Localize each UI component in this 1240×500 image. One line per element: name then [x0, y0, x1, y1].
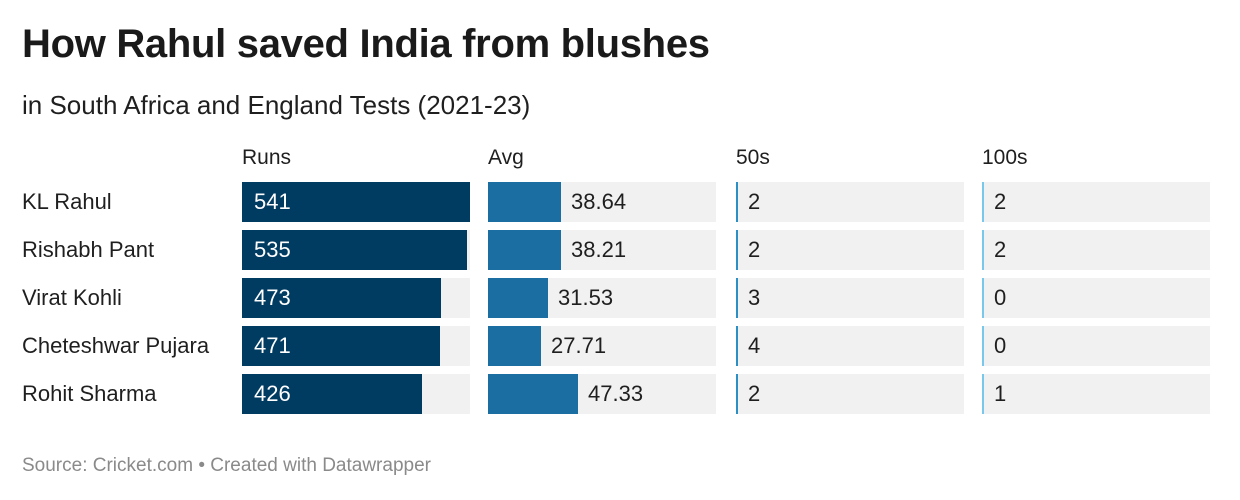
cell-hundreds: 2 [982, 182, 1210, 222]
cell-hundreds: 0 [982, 278, 1210, 318]
bar-fifties [736, 230, 738, 270]
value-label-runs: 541 [254, 189, 291, 214]
bar-runs [242, 374, 422, 414]
value-label-runs: 473 [254, 285, 291, 310]
value-label-hundreds: 2 [994, 189, 1007, 214]
cell-fifties: 2 [736, 182, 964, 222]
cell-hundreds: 1 [982, 374, 1210, 414]
bar-fifties [736, 182, 738, 222]
value-label-fifties: 2 [748, 237, 761, 262]
row-label-player: Rishabh Pant [22, 237, 155, 262]
value-label-runs: 535 [254, 237, 291, 262]
bar-avg [488, 278, 548, 318]
cell-hundreds: 0 [982, 326, 1210, 366]
value-label-runs: 471 [254, 333, 291, 358]
cell-runs: 471 [242, 326, 470, 366]
bar-runs [242, 326, 440, 366]
row-label-player: Cheteshwar Pujara [22, 333, 210, 358]
cell-avg: 27.71 [488, 326, 716, 366]
cell-runs: 473 [242, 278, 470, 318]
value-label-avg: 38.64 [571, 189, 627, 214]
value-label-avg: 27.71 [551, 333, 607, 358]
value-label-avg: 31.53 [558, 285, 614, 310]
bar-runs [242, 278, 441, 318]
cell-avg: 38.21 [488, 230, 716, 270]
bar-avg [488, 230, 561, 270]
cell-avg: 31.53 [488, 278, 716, 318]
cell-fifties: 2 [736, 230, 964, 270]
cell-runs: 541 [242, 182, 470, 222]
value-label-fifties: 4 [748, 333, 761, 358]
value-label-fifties: 3 [748, 285, 761, 310]
bar-hundreds [982, 182, 984, 222]
value-label-fifties: 2 [748, 381, 761, 406]
chart-title: How Rahul saved India from blushes [22, 22, 710, 66]
value-label-avg: 47.33 [588, 381, 644, 406]
bar-runs [242, 182, 470, 222]
value-label-hundreds: 0 [994, 333, 1007, 358]
bar-hundreds [982, 278, 984, 318]
bar-runs [242, 230, 467, 270]
cell-avg: 47.33 [488, 374, 716, 414]
bar-fifties [736, 278, 738, 318]
column-header-runs: Runs [242, 146, 292, 169]
source-note: Source: Cricket.com • Created with Dataw… [22, 455, 431, 476]
bar-avg [488, 182, 561, 222]
value-label-hundreds: 0 [994, 285, 1007, 310]
value-label-hundreds: 2 [994, 237, 1007, 262]
cell-fifties: 4 [736, 326, 964, 366]
value-label-hundreds: 1 [994, 381, 1007, 406]
column-header-100s: 100s [982, 146, 1028, 169]
bar-hundreds [982, 374, 984, 414]
cell-fifties: 2 [736, 374, 964, 414]
row-label-player: Rohit Sharma [22, 381, 157, 406]
bar-avg [488, 374, 578, 414]
row-label-player: KL Rahul [22, 189, 112, 214]
cell-avg: 38.64 [488, 182, 716, 222]
column-header-50s: 50s [736, 146, 770, 169]
cell-fifties: 3 [736, 278, 964, 318]
value-label-runs: 426 [254, 381, 291, 406]
bar-fifties [736, 326, 738, 366]
cell-runs: 426 [242, 374, 470, 414]
value-label-avg: 38.21 [571, 237, 627, 262]
cell-hundreds: 2 [982, 230, 1210, 270]
cell-runs: 535 [242, 230, 470, 270]
chart-subtitle: in South Africa and England Tests (2021-… [22, 90, 531, 120]
bar-hundreds [982, 326, 984, 366]
bar-avg [488, 326, 541, 366]
column-header-avg: Avg [488, 146, 524, 169]
bar-hundreds [982, 230, 984, 270]
row-label-player: Virat Kohli [22, 285, 122, 310]
value-label-fifties: 2 [748, 189, 761, 214]
bar-fifties [736, 374, 738, 414]
